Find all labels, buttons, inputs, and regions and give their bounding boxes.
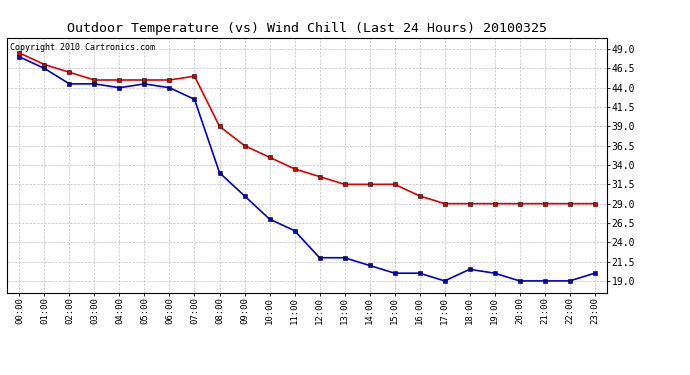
Text: Copyright 2010 Cartronics.com: Copyright 2010 Cartronics.com [10,43,155,52]
Title: Outdoor Temperature (vs) Wind Chill (Last 24 Hours) 20100325: Outdoor Temperature (vs) Wind Chill (Las… [67,22,547,35]
